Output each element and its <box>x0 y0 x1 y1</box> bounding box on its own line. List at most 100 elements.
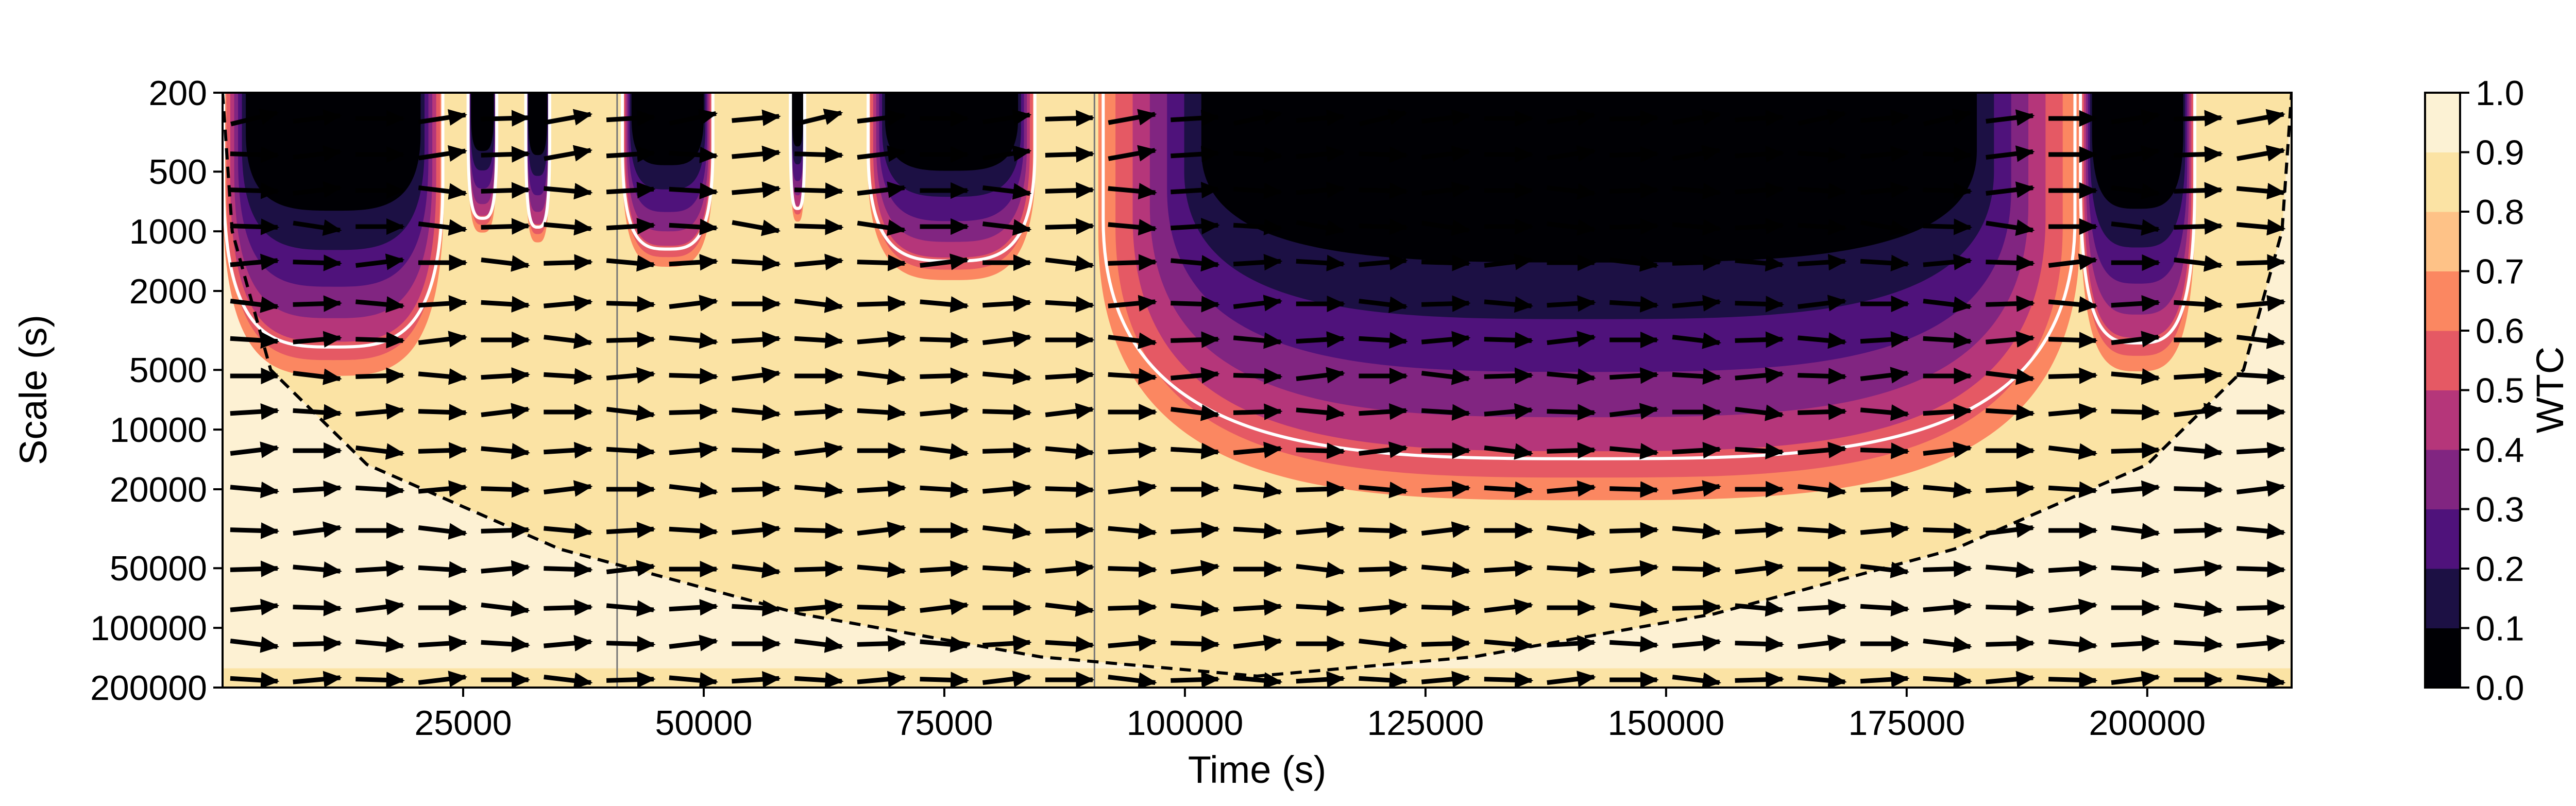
phase-arrow <box>1798 295 1847 312</box>
phase-arrow <box>481 636 531 653</box>
phase-arrow <box>418 561 468 578</box>
colorbar-segment <box>2425 212 2460 271</box>
phase-arrow <box>1860 254 1910 271</box>
phase-arrow <box>1547 145 1596 162</box>
phase-arrow <box>1296 219 1345 236</box>
phase-arrow <box>2111 183 2160 200</box>
phase-arrow <box>669 441 719 458</box>
phase-arrow <box>1421 404 1471 421</box>
phase-arrow <box>1421 561 1471 578</box>
phase-arrow <box>732 671 781 688</box>
phase-arrow <box>481 522 531 539</box>
phase-arrow <box>1798 332 1847 349</box>
phase-arrow <box>2174 560 2223 577</box>
phase-arrow <box>1171 367 1220 384</box>
phase-arrow <box>1296 367 1345 384</box>
phase-arrows <box>230 109 2286 688</box>
significance-contour <box>621 93 715 251</box>
significance-contour <box>2079 93 2197 345</box>
phase-arrow <box>920 367 970 384</box>
phase-arrow <box>920 636 969 653</box>
y-tick-label: 1000 <box>129 212 207 251</box>
phase-arrow <box>669 599 719 616</box>
phase-arrow <box>1045 255 1095 272</box>
phase-arrow <box>1986 219 2035 236</box>
phase-arrow <box>2048 367 2098 384</box>
phase-arrow <box>1609 443 1659 460</box>
phase-arrow <box>1798 522 1847 539</box>
phase-arrow <box>1609 600 1659 617</box>
phase-arrow <box>1547 183 1596 200</box>
phase-arrow <box>1860 561 1910 578</box>
phase-arrow <box>1233 403 1283 420</box>
y-axis: 200 500 1000 2000 5000 10000 20000 50000 100000 2… <box>90 74 223 708</box>
phase-arrow <box>606 442 656 459</box>
phase-arrow <box>355 332 405 349</box>
phase-arrow <box>606 671 656 688</box>
phase-arrow <box>857 671 907 688</box>
phase-arrow <box>920 560 969 577</box>
phase-arrow <box>669 522 719 539</box>
cone-of-influence-line <box>223 93 2292 678</box>
phase-arrow <box>1359 332 1408 349</box>
phase-arrow <box>355 636 405 653</box>
phase-arrow <box>293 295 343 312</box>
phase-arrow <box>732 481 781 498</box>
phase-arrow <box>1923 253 1973 270</box>
phase-arrow <box>1986 368 2035 385</box>
colorbar-tick-label: 0.1 <box>2476 609 2524 648</box>
x-tick-label: 150000 <box>1607 704 1724 743</box>
phase-arrow <box>794 636 844 653</box>
phase-arrow <box>1798 672 1847 688</box>
phase-arrow <box>1672 523 1722 540</box>
phase-arrow <box>1986 404 2035 421</box>
phase-arrow <box>732 181 781 198</box>
phase-arrow <box>794 332 844 349</box>
phase-arrow <box>1045 560 1095 577</box>
phase-arrow <box>1484 443 1534 460</box>
phase-arrow <box>857 368 907 385</box>
phase-arrow <box>920 443 969 460</box>
phase-arrow <box>2048 296 2098 313</box>
phase-arrow <box>481 403 530 420</box>
phase-arrow <box>1860 145 1910 162</box>
phase-arrow <box>1171 560 1220 577</box>
coi-shaded-area <box>223 93 2292 688</box>
phase-arrow <box>1672 332 1722 349</box>
phase-arrow <box>355 481 405 498</box>
phase-arrow <box>1547 404 1597 421</box>
phase-arrow <box>732 331 781 348</box>
colorbar-tick-label: 0.2 <box>2476 550 2524 589</box>
phase-arrow <box>2111 561 2161 578</box>
phase-arrow <box>2236 599 2286 616</box>
phase-arrow <box>293 219 342 236</box>
phase-arrow <box>2048 481 2098 498</box>
phase-arrow <box>1233 368 1283 385</box>
phase-arrow <box>669 146 719 163</box>
phase-arrow <box>1484 598 1534 615</box>
phase-arrow <box>606 146 656 163</box>
phase-arrow <box>1547 523 1596 540</box>
phase-arrow <box>1108 219 1157 236</box>
phase-arrow <box>2111 480 2161 497</box>
phase-arrow <box>418 404 468 421</box>
phase-arrow <box>1296 481 1346 498</box>
phase-arrow <box>1233 254 1283 271</box>
phase-arrow <box>606 255 656 272</box>
phase-arrow <box>1798 482 1847 499</box>
phase-arrow <box>1045 146 1095 163</box>
phase-arrow <box>1045 110 1095 127</box>
phase-arrow <box>1108 145 1157 162</box>
phase-arrow <box>1672 561 1722 578</box>
phase-arrow <box>1421 109 1471 126</box>
phase-arrow <box>1547 219 1596 236</box>
phase-arrow <box>1986 181 2035 198</box>
phase-arrow <box>794 403 844 420</box>
phase-arrow <box>418 295 468 312</box>
phase-arrow <box>920 332 970 349</box>
phase-arrow <box>481 481 531 498</box>
phase-arrow <box>2236 183 2286 200</box>
phase-arrow <box>2048 636 2098 653</box>
colorbar-segment <box>2425 152 2460 212</box>
